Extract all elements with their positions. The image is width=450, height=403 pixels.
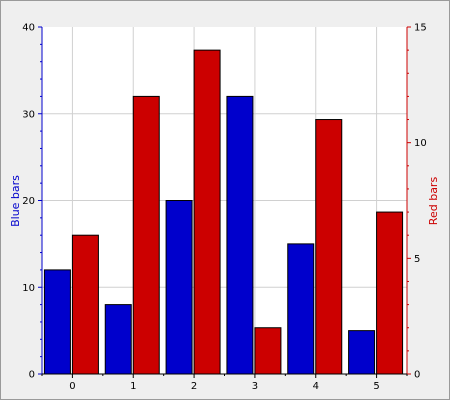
- y-right-tick-label: 15: [414, 23, 427, 34]
- y-left-tick-label: 0: [29, 370, 35, 381]
- bar-blue-3: [226, 95, 254, 375]
- bar-red-1: [132, 95, 160, 375]
- bar-red-5: [376, 211, 404, 375]
- y-left-tick-label: 20: [22, 196, 35, 207]
- x-tick-label: 1: [130, 381, 136, 392]
- x-tick-label: 2: [191, 381, 197, 392]
- y-left-tick-label: 10: [22, 283, 35, 294]
- bar-blue-2: [165, 200, 193, 375]
- bar-red-0: [71, 234, 99, 375]
- bar-blue-4: [287, 243, 315, 375]
- bar-blue-1: [104, 304, 132, 375]
- x-tick-label: 5: [373, 381, 379, 392]
- bar-blue-5: [348, 330, 376, 375]
- y-left-tick-label: 40: [22, 23, 35, 34]
- y-right-tick-label: 0: [414, 370, 420, 381]
- x-tick-label: 4: [313, 381, 319, 392]
- y-axis-left-label: Blue bars: [9, 175, 22, 227]
- axes: 0 10 20 30 40 0 5 10 15 0 1 2 3 4 5: [22, 23, 426, 393]
- y-right-tick-label: 10: [414, 138, 427, 149]
- bar-blue-0: [43, 269, 71, 375]
- bar-red-3: [254, 327, 282, 375]
- y-right-tick-label: 5: [414, 254, 420, 265]
- x-tick-label: 3: [252, 381, 258, 392]
- bar-red-4: [315, 119, 343, 375]
- y-axis-right-label: Red bars: [427, 177, 440, 226]
- bar-red-2: [193, 49, 221, 375]
- bars: [43, 49, 404, 375]
- y-left-tick-label: 30: [22, 109, 35, 120]
- x-tick-label: 0: [69, 381, 75, 392]
